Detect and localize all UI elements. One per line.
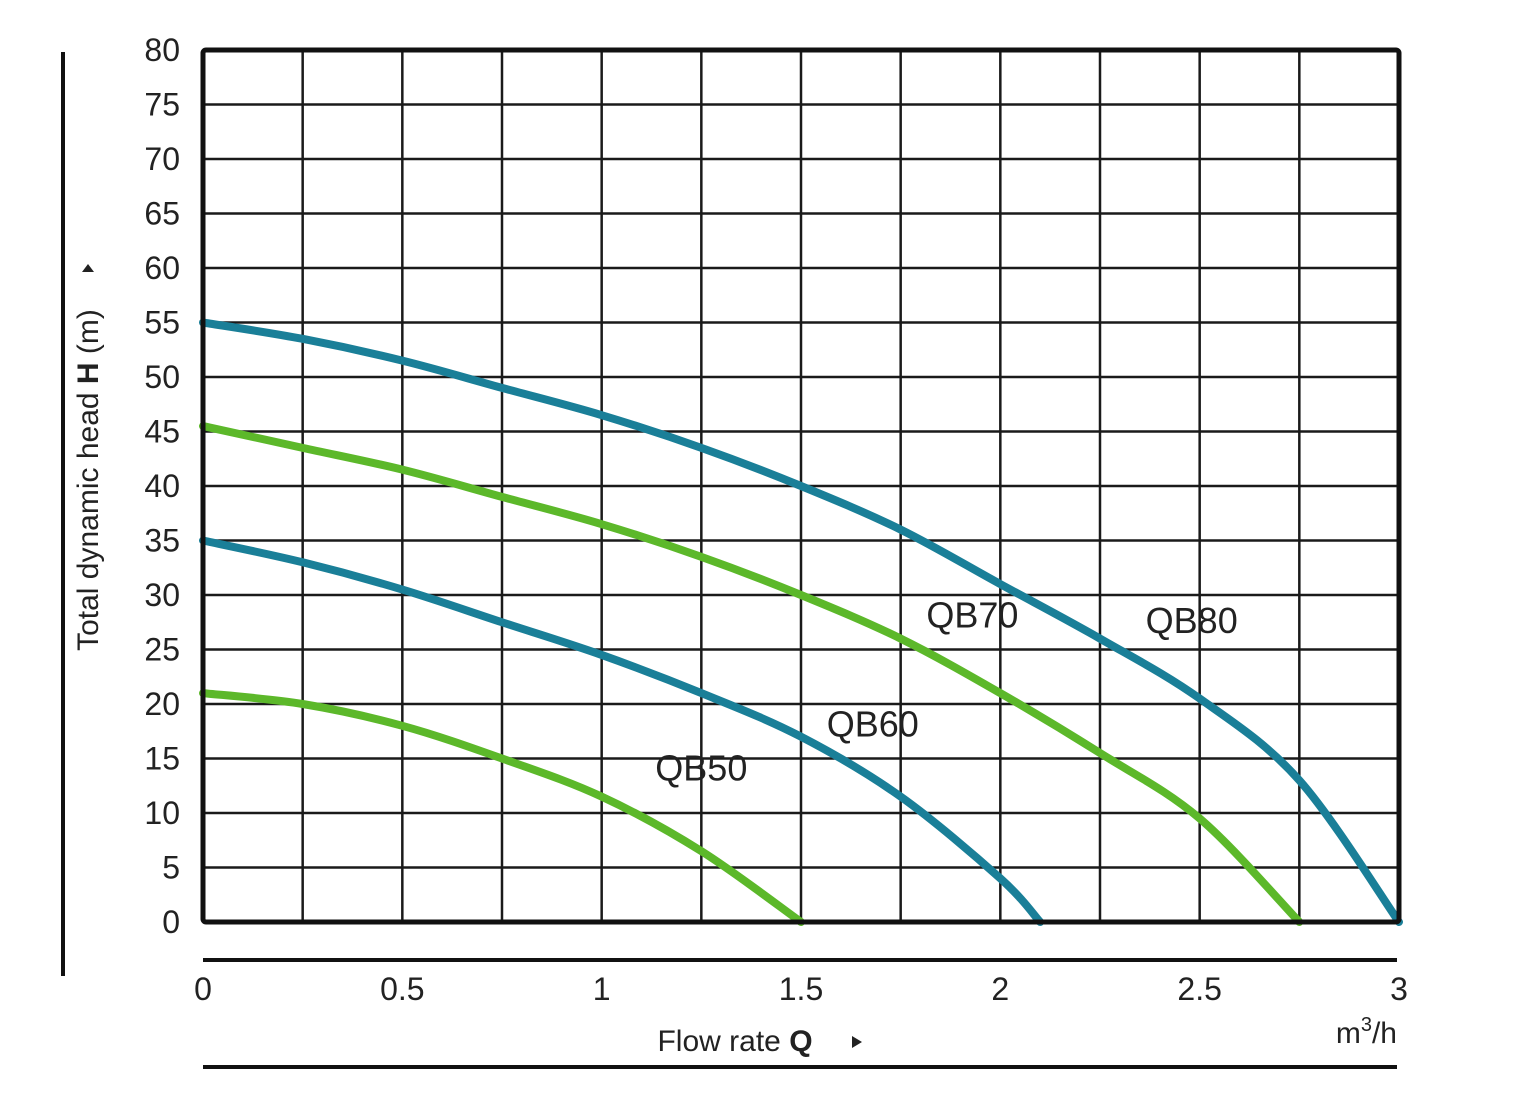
x-tick-label: 1 <box>593 971 611 1007</box>
curve-label-qb50: QB50 <box>655 747 747 788</box>
series-curves <box>199 318 1403 926</box>
y-tick-label: 60 <box>144 250 180 286</box>
curve-labels: QB50 QB60 QB70 QB80 <box>655 595 1237 789</box>
x-axis-title-prefix: Flow rate <box>657 1025 780 1058</box>
y-tick-label: 40 <box>144 468 180 504</box>
y-axis-title-prefix: Total dynamic head <box>72 392 105 651</box>
y-tick-label: 30 <box>144 577 180 613</box>
y-tick-label: 0 <box>162 904 180 940</box>
y-axis-title: Total dynamic head H (m) <box>72 309 105 651</box>
series-line-qb60 <box>199 536 1045 926</box>
y-tick-label: 25 <box>144 632 180 668</box>
y-tick-label: 80 <box>144 32 180 68</box>
plot-frame <box>200 47 1402 925</box>
y-tick-label: 75 <box>144 87 180 123</box>
series-line-qb70 <box>199 422 1304 926</box>
x-axis-unit: m3/h <box>1336 1014 1397 1050</box>
y-tick-label: 55 <box>144 305 180 341</box>
curve-label-qb60: QB60 <box>827 704 919 745</box>
x-tick-label: 0.5 <box>380 971 424 1007</box>
x-axis-arrow-icon <box>852 1036 862 1048</box>
x-tick-label: 1.5 <box>779 971 823 1007</box>
y-tick-label: 35 <box>144 523 180 559</box>
x-tick-label: 0 <box>194 971 212 1007</box>
y-tick-label: 15 <box>144 741 180 777</box>
x-tick-label: 2 <box>991 971 1009 1007</box>
y-tick-label: 70 <box>144 141 180 177</box>
x-tick-labels: 0 0.5 1 1.5 2 2.5 3 <box>194 971 1408 1007</box>
y-tick-label: 10 <box>144 795 180 831</box>
y-tick-label: 20 <box>144 686 180 722</box>
x-axis-title-symbol: Q <box>789 1025 812 1058</box>
y-tick-label: 50 <box>144 359 180 395</box>
x-axis-title: Flow rate Q <box>657 1025 812 1058</box>
y-axis-arrow-icon <box>82 264 94 272</box>
y-tick-labels: 0 5 10 15 20 25 30 35 40 45 50 55 60 65 70 75 80 <box>144 32 180 940</box>
series-line-qb50 <box>199 689 805 926</box>
x-tick-label: 2.5 <box>1177 971 1221 1007</box>
curve-label-qb80: QB80 <box>1146 600 1238 641</box>
series-line-qb80 <box>199 318 1403 926</box>
y-tick-label: 45 <box>144 414 180 450</box>
y-axis-title-symbol: H <box>72 362 105 384</box>
y-axis-title-suffix: (m) <box>72 309 105 354</box>
plot-border <box>200 47 1402 925</box>
y-tick-label: 65 <box>144 196 180 232</box>
curve-label-qb70: QB70 <box>926 595 1018 636</box>
x-tick-label: 3 <box>1390 971 1408 1007</box>
y-tick-label: 5 <box>162 850 180 886</box>
